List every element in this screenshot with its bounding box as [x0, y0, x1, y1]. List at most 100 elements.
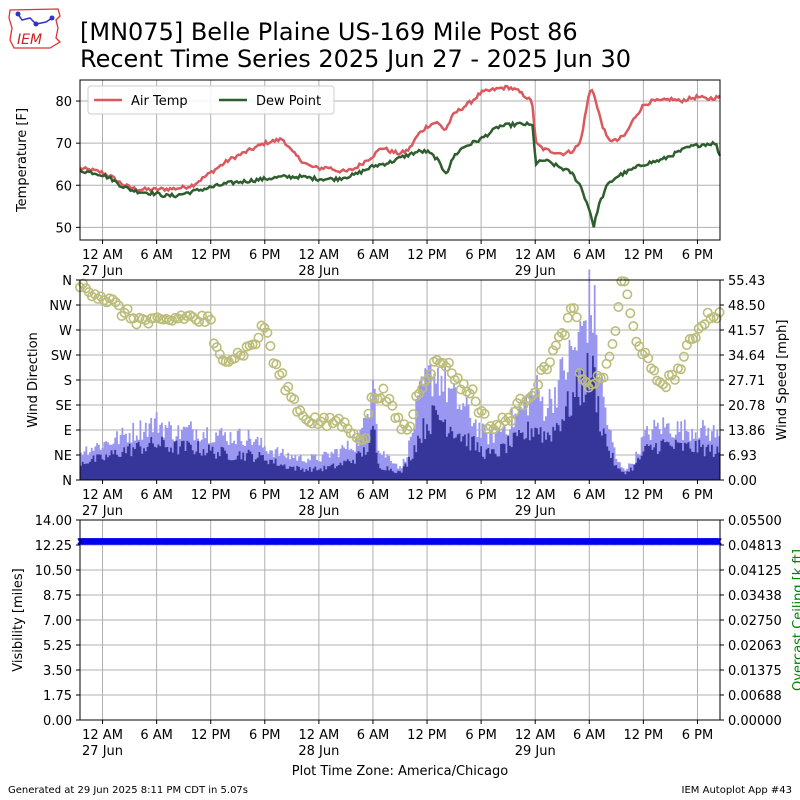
- wind-xtick-label: 6 AM: [573, 488, 606, 503]
- wind-direction-point: [524, 393, 535, 404]
- wind-direction-point: [521, 395, 532, 406]
- logo-text: IEM: [17, 32, 42, 48]
- visibility-ticks: 0.00 1.75 3.50 5.25 7.00 8.75 10.50 12.25 14.00: [35, 514, 80, 729]
- visibility-xtick-date: 29 Jun: [515, 744, 556, 759]
- wind-direction-point: [690, 332, 701, 343]
- wind-direction-point: [110, 297, 121, 308]
- wind-direction-point: [613, 301, 624, 312]
- temperature-ytick-label: 60: [55, 179, 72, 194]
- wind-direction-point: [256, 320, 267, 331]
- wind-direction-point: [479, 408, 490, 419]
- wind-panel: N NE E SE S SW W NW N 0.00 6.93 13.86 20.78 27.71 34.…: [26, 269, 790, 519]
- ceiling-tick-label: 0.02750: [728, 614, 782, 629]
- temperature-panel: 50 60 70 80 Temperature [F] Air Temp Dew Po…: [15, 79, 722, 279]
- wind-xtick-label: 6 PM: [682, 488, 713, 503]
- temperature-grid: [80, 80, 720, 240]
- footer-app: IEM Autoplot App #43: [682, 785, 792, 796]
- temperature-ytick-label: 80: [55, 95, 72, 110]
- wind-direction-tick-label: N: [62, 274, 72, 289]
- temperature-xtick-label: 12 AM: [298, 248, 339, 263]
- visibility-tick-label: 1.75: [43, 689, 72, 704]
- wind-xtick-label: 12 AM: [515, 488, 556, 503]
- wind-direction-point: [684, 333, 695, 344]
- temperature-xtick-label: 12 PM: [191, 248, 231, 263]
- wind-direction-point: [312, 419, 323, 430]
- ceiling-tick-label: 0.03438: [728, 589, 782, 604]
- wind-speed-tick-label: 20.78: [728, 399, 765, 414]
- wind-direction-point: [399, 419, 410, 430]
- wind-direction-point: [431, 354, 442, 365]
- wind-direction-point: [643, 353, 654, 364]
- wind-direction-point: [562, 312, 573, 323]
- wind-direction-point: [547, 345, 558, 356]
- ceiling-tick-label: 0.01375: [728, 664, 782, 679]
- wind-direction-point: [550, 340, 561, 351]
- wind-direction-point: [628, 321, 639, 332]
- visibility-tick-label: 14.00: [35, 514, 72, 529]
- wind-direction-point: [455, 384, 466, 395]
- wind-direction-point: [610, 326, 621, 337]
- wind-direction-point: [396, 424, 407, 435]
- wind-direction-point: [470, 396, 481, 407]
- visibility-tick-label: 7.00: [43, 614, 72, 629]
- wind-direction-point: [711, 313, 722, 324]
- wind-direction-point: [393, 412, 404, 423]
- wind-xtick-label: 12 AM: [82, 488, 123, 503]
- ceiling-tick-label: 0.00688: [728, 689, 782, 704]
- visibility-xtick-label: 12 PM: [191, 728, 231, 743]
- temperature-xtick-label: 12 AM: [515, 248, 556, 263]
- visibility-tick-label: 10.50: [35, 564, 72, 579]
- ceiling-tick-label: 0.04813: [728, 539, 782, 554]
- wind-direction-point: [408, 409, 419, 420]
- visibility-tick-label: 5.25: [43, 639, 72, 654]
- wind-direction-point: [506, 415, 517, 426]
- visibility-xtick-label: 12 PM: [624, 728, 664, 743]
- wind-direction-point: [420, 376, 431, 387]
- wind-direction-point: [675, 364, 686, 375]
- visibility-axis-label: Visibility [miles]: [11, 568, 26, 671]
- wind-direction-point: [678, 351, 689, 362]
- wind-direction-point: [173, 313, 184, 324]
- wind-direction-point: [669, 374, 680, 385]
- wind-direction-tick-label: NW: [49, 299, 72, 314]
- wind-direction-tick-label: W: [59, 324, 72, 339]
- wind-direction-point: [527, 390, 538, 401]
- wind-direction-point: [360, 433, 371, 444]
- wind-direction-point: [568, 303, 579, 314]
- wind-direction-point: [425, 368, 436, 379]
- wind-xtick-date: 29 Jun: [515, 504, 556, 519]
- wind-direction-point: [467, 384, 478, 395]
- wind-direction-point: [247, 339, 258, 350]
- air-temp-line: [79, 84, 721, 193]
- wind-direction-point: [536, 364, 547, 375]
- temperature-axis-label: Temperature [F]: [15, 108, 30, 213]
- wind-direction-point: [402, 424, 413, 435]
- wind-direction-point: [363, 408, 374, 419]
- ceiling-ticks: 0.00000 0.00688 0.01375 0.02063 0.02750 0.034…: [720, 514, 782, 729]
- wind-direction-point: [116, 310, 127, 321]
- wind-direction-point: [283, 381, 294, 392]
- wind-direction-point: [92, 293, 103, 304]
- wind-direction-point: [482, 423, 493, 434]
- wind-direction-point: [699, 319, 710, 330]
- wind-speed-ticks: 0.00 6.93 13.86 20.78 27.71 34.64 41.57 48.50 55…: [720, 274, 765, 489]
- wind-direction-point: [544, 357, 555, 368]
- wind-speed-tick-label: 55.43: [728, 274, 765, 289]
- temperature-xtick-label: 12 PM: [407, 248, 447, 263]
- visibility-panel: 0.001.753.505.257.008.7510.5012.2514.00 …: [11, 514, 800, 759]
- temperature-xtick-date: 27 Jun: [82, 264, 123, 279]
- temperature-legend: Air Temp Dew Point: [87, 85, 335, 115]
- visibility-tick-label: 3.50: [43, 664, 72, 679]
- visibility-xtick-label: 12 PM: [407, 728, 447, 743]
- ceiling-axis-label: Overcast Ceiling [k ft]: [791, 549, 800, 691]
- wind-direction-point: [378, 383, 389, 394]
- visibility-marks: [77, 537, 722, 545]
- wind-direction-point: [277, 368, 288, 379]
- wind-speed-tick-label: 27.71: [728, 374, 765, 389]
- wind-direction-point: [205, 314, 216, 325]
- iem-logo: IEM: [8, 8, 62, 49]
- wind-direction-point: [476, 405, 487, 416]
- wind-direction-point: [188, 311, 199, 322]
